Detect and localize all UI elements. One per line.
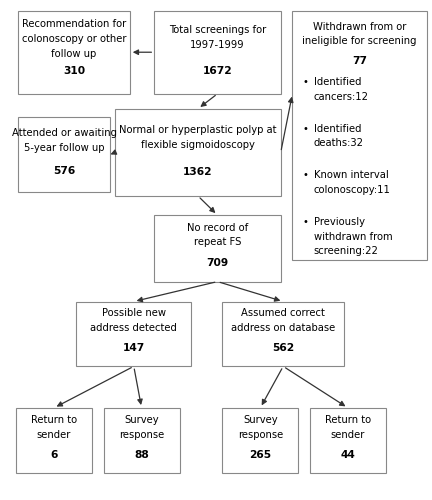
Bar	[292, 10, 427, 260]
Text: Normal or hyperplastic polyp at
flexible sigmoidoscopy: Normal or hyperplastic polyp at flexible…	[119, 125, 277, 164]
Text: 1362: 1362	[183, 166, 213, 176]
Text: 88: 88	[134, 450, 149, 460]
Text: 709: 709	[206, 258, 229, 268]
Text: Return to
sender: Return to sender	[325, 414, 371, 455]
Text: •: •	[302, 170, 308, 180]
Text: Survey
response: Survey response	[238, 414, 283, 455]
Bar	[18, 117, 111, 192]
Bar	[16, 408, 92, 472]
Bar	[76, 302, 191, 366]
Text: No record of
repeat FS: No record of repeat FS	[187, 222, 248, 262]
Text: Possible new
address detected: Possible new address detected	[90, 308, 177, 348]
Text: 576: 576	[53, 166, 75, 176]
Bar	[310, 408, 386, 472]
Text: •: •	[302, 77, 308, 87]
Bar	[154, 215, 281, 282]
Text: •: •	[302, 217, 308, 227]
Text: 44: 44	[340, 450, 355, 460]
Text: Withdrawn from or
ineligible for screening: Withdrawn from or ineligible for screeni…	[302, 22, 417, 46]
Text: Identified
deaths:32: Identified deaths:32	[314, 124, 364, 148]
Text: 6: 6	[50, 450, 57, 460]
Text: Attended or awaiting
5-year follow up: Attended or awaiting 5-year follow up	[12, 128, 117, 168]
Text: Known interval
colonoscopy:11: Known interval colonoscopy:11	[314, 170, 391, 195]
Text: 77: 77	[352, 56, 367, 66]
Bar	[104, 408, 180, 472]
Bar	[222, 302, 344, 366]
Text: Identified
cancers:12: Identified cancers:12	[314, 77, 369, 102]
Bar	[115, 108, 281, 196]
Text: 562: 562	[272, 343, 294, 353]
Text: •: •	[302, 124, 308, 134]
Bar	[222, 408, 298, 472]
Text: 310: 310	[63, 66, 85, 76]
Text: Return to
sender: Return to sender	[31, 414, 77, 455]
Text: Assumed correct
address on database: Assumed correct address on database	[231, 308, 335, 348]
Text: 265: 265	[249, 450, 271, 460]
Text: Previously
withdrawn from
screening:22: Previously withdrawn from screening:22	[314, 217, 392, 256]
Text: 147: 147	[123, 343, 145, 353]
Text: Total screenings for
1997-1999: Total screenings for 1997-1999	[169, 25, 266, 64]
Text: Survey
response: Survey response	[119, 414, 164, 455]
Bar	[18, 10, 130, 94]
Bar	[154, 10, 281, 94]
Text: 1672: 1672	[203, 66, 232, 76]
Text: Recommendation for
colonoscopy or other
follow up: Recommendation for colonoscopy or other …	[22, 19, 126, 74]
